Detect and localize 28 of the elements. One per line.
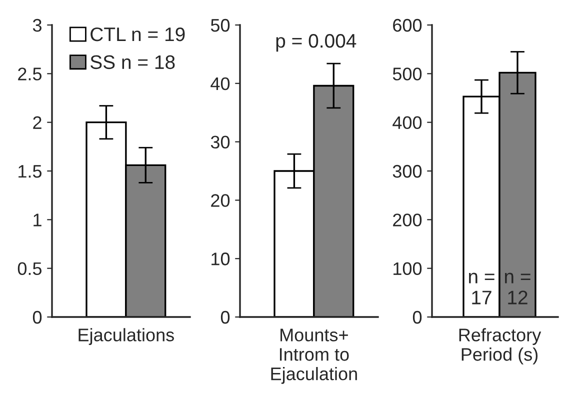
y-tick-label: 0.5: [18, 262, 42, 276]
y-tick-label: 3: [32, 18, 42, 32]
y-tick-label: 1: [34, 214, 42, 226]
y-tick-label: 1.5: [18, 165, 42, 178]
y-tick-label: 10: [212, 252, 230, 266]
y-tick-label: 30: [210, 136, 230, 149]
y-tick-label: 200: [393, 214, 422, 226]
y-tick-label: 400: [392, 116, 422, 130]
y-tick-label: 40: [210, 77, 230, 90]
y-tick-label: 0: [220, 310, 230, 324]
y-tick-label: 500: [392, 68, 422, 80]
y-tick-label: 50: [210, 18, 230, 32]
y-tick-label: 600: [393, 18, 422, 32]
y-tick-label: 2: [33, 116, 42, 129]
annotation: n = 17: [469, 272, 494, 304]
y-tick-label: 300: [392, 164, 422, 178]
y-tick-label: 0: [412, 310, 422, 324]
y-tick-label: 0: [32, 310, 42, 324]
y-tick-label: 20: [211, 194, 230, 207]
legend-label: CTL n = 19: [90, 27, 185, 42]
x-tick-label: Refractory Period (s): [459, 328, 542, 364]
y-tick-label: 2.5: [18, 68, 42, 80]
y-tick-label: 100: [394, 262, 422, 276]
x-tick-label: Mounts+ Introm to Ejaculation: [271, 328, 357, 384]
annotation: n = 12: [505, 272, 530, 304]
legend-label: SS n = 18: [90, 55, 175, 70]
x-tick-label: Ejaculations: [78, 328, 174, 345]
annotation: p = 0.004: [276, 34, 356, 52]
